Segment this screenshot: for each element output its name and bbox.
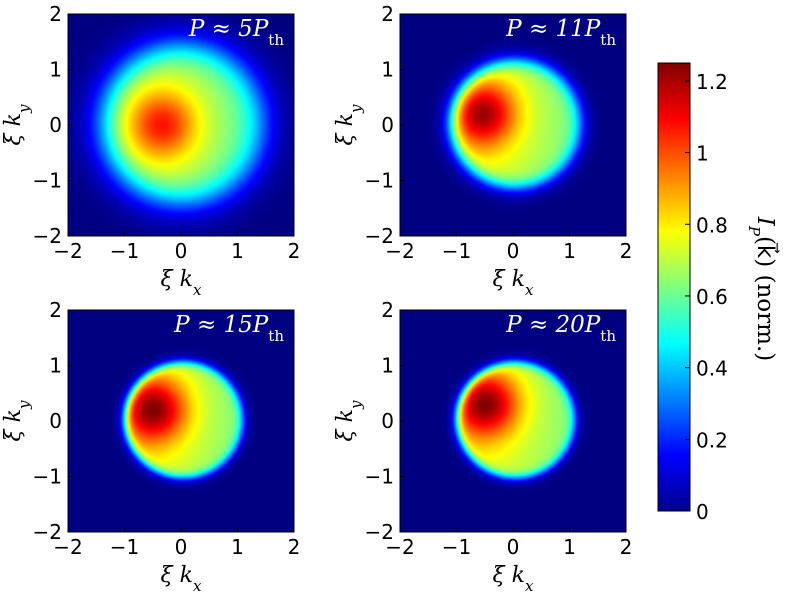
y-tick-label: 2	[381, 2, 394, 26]
x-axis-label: ξ kx	[493, 563, 534, 595]
x-tick-label: 1	[231, 239, 244, 263]
x-tick-label: 2	[288, 239, 301, 263]
heatmap-image	[68, 14, 294, 236]
y-tick-label: −2	[33, 520, 62, 544]
x-tick-label: −2	[53, 239, 82, 263]
colorbar-tick-label: 0	[696, 500, 709, 524]
x-tick-label: 2	[620, 535, 633, 559]
y-tick-label: 0	[49, 409, 62, 433]
x-tick-label: 1	[563, 239, 576, 263]
y-tick-label: 1	[49, 58, 62, 82]
colorbar-tick-label: 1	[696, 142, 709, 166]
x-tick-label: −2	[53, 535, 82, 559]
y-tick-label: 1	[49, 354, 62, 378]
heatmap-panel: −2 −1 0 1 2 −2 −1 0 1 2 ξ kx ξ ky P ≈ 20Pth	[333, 298, 632, 595]
x-tick-label: 0	[507, 535, 520, 559]
x-tick-label: 1	[231, 535, 244, 559]
colorbar: 0 0.2 0.4 0.6 0.8 1 1.2 IP(k⃗) (norm.)	[657, 62, 780, 524]
x-tick-label: 0	[175, 239, 188, 263]
panel-title: P ≈ 5Pth	[188, 16, 285, 49]
y-tick-label: −2	[33, 224, 62, 248]
y-tick-label: 2	[381, 298, 394, 322]
colorbar-tick-label: 0.4	[696, 357, 728, 381]
y-tick-label: 2	[49, 298, 62, 322]
x-tick-label: −1	[110, 239, 139, 263]
panel-title: P ≈ 15Pth	[173, 312, 284, 345]
x-tick-label: 2	[620, 239, 633, 263]
y-tick-label: 0	[49, 113, 62, 137]
x-axis-label: ξ kx	[161, 267, 202, 299]
y-tick-label: −2	[365, 520, 394, 544]
y-tick-label: 1	[381, 354, 394, 378]
y-axis-label: ξ ky	[1, 104, 33, 145]
y-tick-label: 0	[381, 113, 394, 137]
heatmap-image	[400, 14, 626, 236]
y-tick-label: −1	[33, 169, 62, 193]
y-axis-label: ξ ky	[333, 104, 365, 145]
x-tick-label: −1	[442, 535, 471, 559]
heatmap-image	[68, 310, 294, 532]
y-tick-label: −2	[365, 224, 394, 248]
x-tick-label: −2	[385, 239, 414, 263]
heatmap-image	[400, 310, 626, 532]
colorbar-tick-label: 0.8	[696, 213, 728, 237]
colorbar-tick-label: 0.6	[696, 285, 728, 309]
y-axis-label: ξ ky	[333, 400, 365, 441]
x-axis-label: ξ kx	[161, 563, 202, 595]
y-axis-label: ξ ky	[1, 400, 33, 441]
y-tick-label: −1	[365, 169, 394, 193]
x-tick-label: −2	[385, 535, 414, 559]
colorbar-tick-label: 0.2	[696, 428, 728, 452]
x-tick-label: 2	[288, 535, 301, 559]
colorbar-label: IP(k⃗) (norm.)	[745, 216, 780, 362]
x-tick-label: 0	[175, 535, 188, 559]
x-tick-label: 1	[563, 535, 576, 559]
panel-title: P ≈ 11Pth	[505, 16, 616, 49]
y-tick-label: 1	[381, 58, 394, 82]
x-axis-label: ξ kx	[493, 267, 534, 299]
panel-title: P ≈ 20Pth	[505, 312, 616, 345]
y-tick-label: −1	[33, 465, 62, 489]
y-tick-label: −1	[365, 465, 394, 489]
heatmap-panel: −2 −1 0 1 2 −2 −1 0 1 2 ξ kx ξ ky P ≈ 5Pth	[1, 2, 300, 299]
colorbar-gradient	[657, 62, 691, 512]
x-tick-label: 0	[507, 239, 520, 263]
x-tick-label: −1	[442, 239, 471, 263]
heatmap-panel: −2 −1 0 1 2 −2 −1 0 1 2 ξ kx ξ ky P ≈ 15Pth	[1, 298, 300, 595]
y-tick-label: 0	[381, 409, 394, 433]
colorbar-tick-label: 1.2	[696, 70, 728, 94]
heatmap-panel: −2 −1 0 1 2 −2 −1 0 1 2 ξ kx ξ ky P ≈ 11Pth	[333, 2, 632, 299]
x-tick-label: −1	[110, 535, 139, 559]
y-tick-label: 2	[49, 2, 62, 26]
